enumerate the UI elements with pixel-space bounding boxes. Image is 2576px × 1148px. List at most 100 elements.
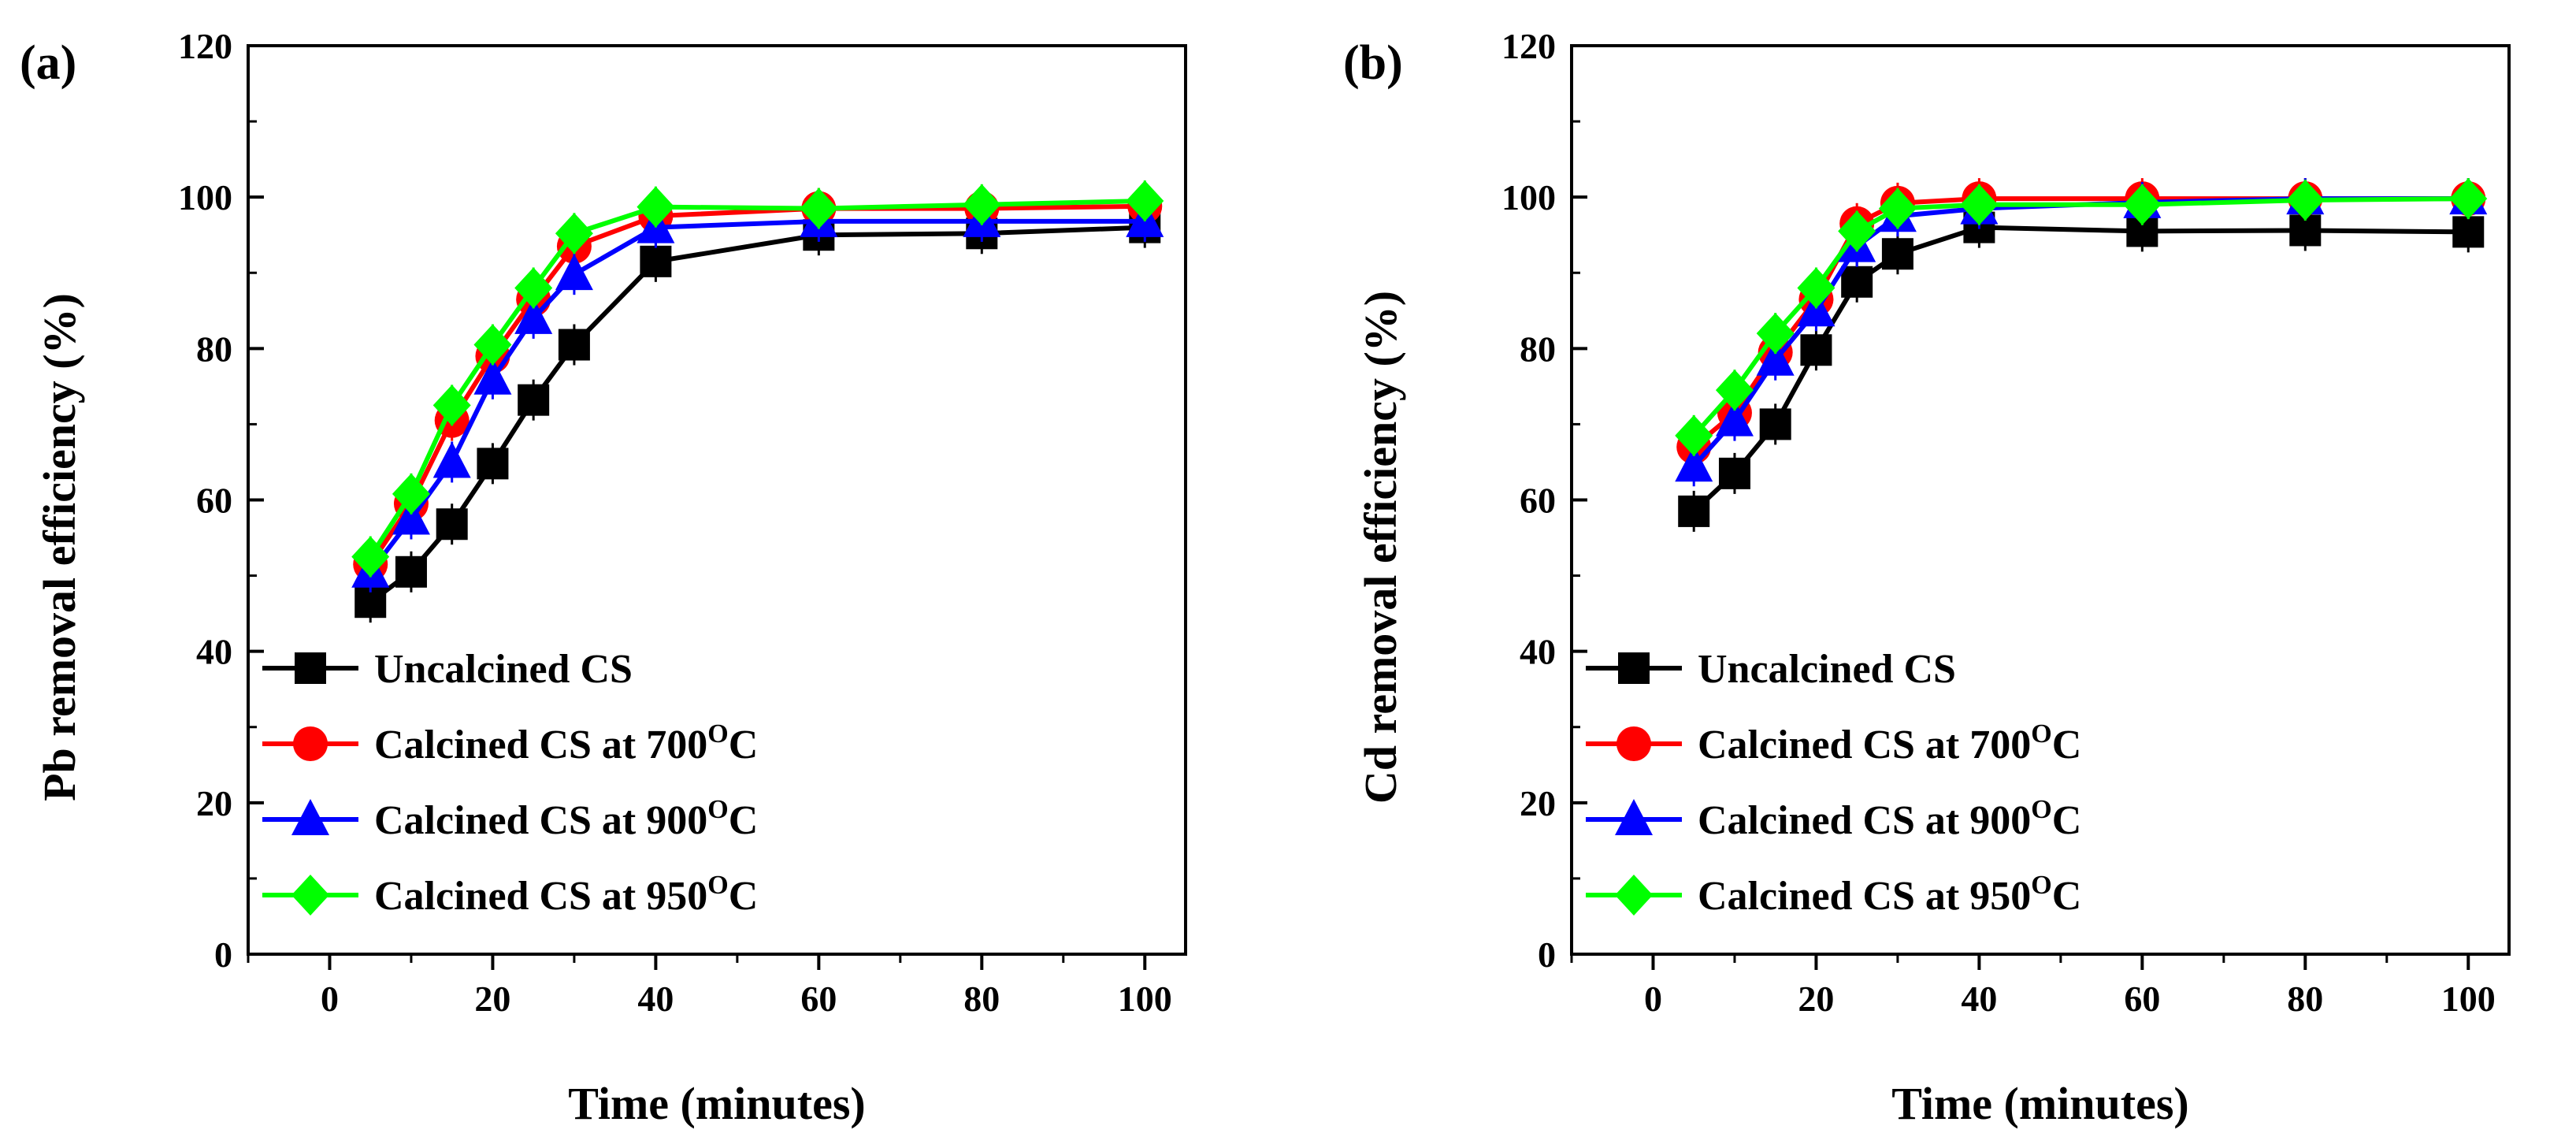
data-point — [432, 385, 471, 426]
legend-label-text: Calcined CS at 700 — [374, 723, 707, 767]
legend-label-unit: C — [729, 798, 759, 843]
legend-marker — [1615, 875, 1653, 916]
legend-label-superscript: O — [2031, 871, 2051, 900]
y-tick-label: 80 — [1520, 329, 1556, 369]
legend-entry: Uncalcined CS — [262, 647, 633, 692]
legend-label-unit: C — [2052, 798, 2082, 843]
panel-label: (b) — [1343, 36, 1403, 90]
data-point — [558, 329, 590, 361]
legend-label-text: Calcined CS at 950 — [374, 874, 707, 919]
x-tick-label: 20 — [1798, 979, 1834, 1019]
legend-label-unit: C — [2052, 723, 2082, 767]
y-tick-label: 60 — [1520, 481, 1556, 521]
data-point — [1675, 414, 1713, 456]
data-point — [963, 184, 1001, 225]
y-axis-label: Cd removal efficiency (%) — [1355, 291, 1406, 804]
legend-label-text: Calcined CS at 900 — [1698, 798, 2031, 843]
series-3 — [1675, 178, 2488, 487]
series-line — [1691, 196, 2469, 468]
data-point — [1756, 339, 1795, 376]
legend-label: Calcined CS at 900OC — [374, 795, 758, 843]
legend-label: Uncalcined CS — [374, 647, 633, 692]
data-point — [1800, 334, 1832, 366]
series-3 — [351, 200, 1164, 593]
legend-label-unit: C — [2052, 874, 2082, 919]
data-point — [1838, 210, 1876, 252]
legend-marker — [1615, 799, 1653, 835]
legend-label: Calcined CS at 700OC — [1698, 719, 2081, 767]
y-tick-label: 80 — [196, 329, 232, 369]
series-line — [1692, 225, 2469, 514]
panel-label: (a) — [20, 36, 76, 90]
y-tick-label: 20 — [196, 783, 232, 823]
data-point — [1759, 408, 1791, 440]
legend-label-text: Calcined CS at 900 — [374, 798, 707, 843]
data-point — [436, 508, 468, 541]
data-point — [1878, 188, 1917, 229]
legend-label-superscript: O — [707, 871, 728, 900]
x-axis-label: Time (minutes) — [568, 1078, 866, 1129]
legend-label: Uncalcined CS — [1698, 647, 1956, 692]
legend-label: Calcined CS at 900OC — [1698, 795, 2081, 843]
data-point — [1718, 457, 1750, 489]
legend-label-superscript: O — [2031, 795, 2051, 824]
data-point — [392, 473, 430, 515]
legend-label-superscript: O — [707, 795, 728, 824]
data-point — [1715, 370, 1754, 411]
legend-label: Calcined CS at 950OC — [1698, 871, 2081, 919]
legend-entry: Calcined CS at 950OC — [262, 871, 758, 919]
x-tick-label: 20 — [474, 979, 510, 1019]
data-point — [2452, 216, 2485, 248]
legend: Uncalcined CS Calcined CS at 700OC Calcine… — [1586, 647, 2081, 919]
data-point — [1960, 184, 1999, 225]
data-point — [1675, 445, 1713, 482]
legend-label-text: Uncalcined CS — [1698, 647, 1956, 692]
data-point — [1841, 266, 1873, 298]
y-tick-label: 40 — [1520, 632, 1556, 672]
data-point — [351, 536, 390, 578]
y-tick-label: 20 — [1520, 783, 1556, 823]
legend-marker — [1618, 652, 1650, 684]
x-tick-label: 0 — [1644, 979, 1662, 1019]
x-tick-label: 60 — [2124, 979, 2160, 1019]
data-point — [1126, 180, 1164, 221]
data-point — [555, 254, 593, 291]
x-tick-label: 60 — [800, 979, 837, 1019]
series-line — [368, 198, 1145, 559]
y-tick-label: 120 — [178, 26, 232, 66]
legend-entry: Calcined CS at 900OC — [262, 795, 758, 843]
x-tick-label: 100 — [2441, 979, 2496, 1019]
series-line — [369, 225, 1145, 604]
data-point — [395, 555, 427, 588]
chart-panel-b: 0 20 40 60 80 100 120 0 20 40 60 80 100 Time (minutes… — [1343, 26, 2511, 1129]
data-point — [473, 324, 512, 366]
data-point — [800, 188, 838, 229]
legend-entry: Calcined CS at 700OC — [1586, 719, 2081, 767]
y-tick-label: 40 — [196, 632, 232, 672]
data-point — [640, 245, 672, 277]
legend-entry: Calcined CS at 950OC — [1586, 871, 2081, 919]
data-point — [1678, 495, 1710, 527]
y-tick-label: 0 — [1538, 934, 1556, 975]
y-tick-label: 120 — [1501, 26, 1556, 66]
data-point — [1756, 313, 1795, 355]
legend-label: Calcined CS at 950OC — [374, 871, 758, 919]
series-4 — [1675, 178, 2488, 456]
data-point — [1715, 399, 1754, 437]
series-1 — [1678, 206, 2485, 532]
data-point — [637, 186, 675, 228]
data-point — [477, 448, 509, 480]
legend-marker — [291, 875, 329, 916]
data-point — [392, 498, 430, 535]
legend-label-text: Calcined CS at 950 — [1698, 874, 2031, 919]
data-point — [432, 441, 471, 478]
x-tick-label: 80 — [2287, 979, 2323, 1019]
data-point — [2123, 184, 2162, 225]
legend-entry: Calcined CS at 700OC — [262, 719, 758, 767]
y-axis-label: Pb removal efficiency (%) — [34, 293, 85, 801]
legend-entry: Calcined CS at 900OC — [1586, 795, 2081, 843]
y-tick-label: 100 — [1501, 177, 1556, 217]
legend-marker — [1616, 726, 1651, 761]
